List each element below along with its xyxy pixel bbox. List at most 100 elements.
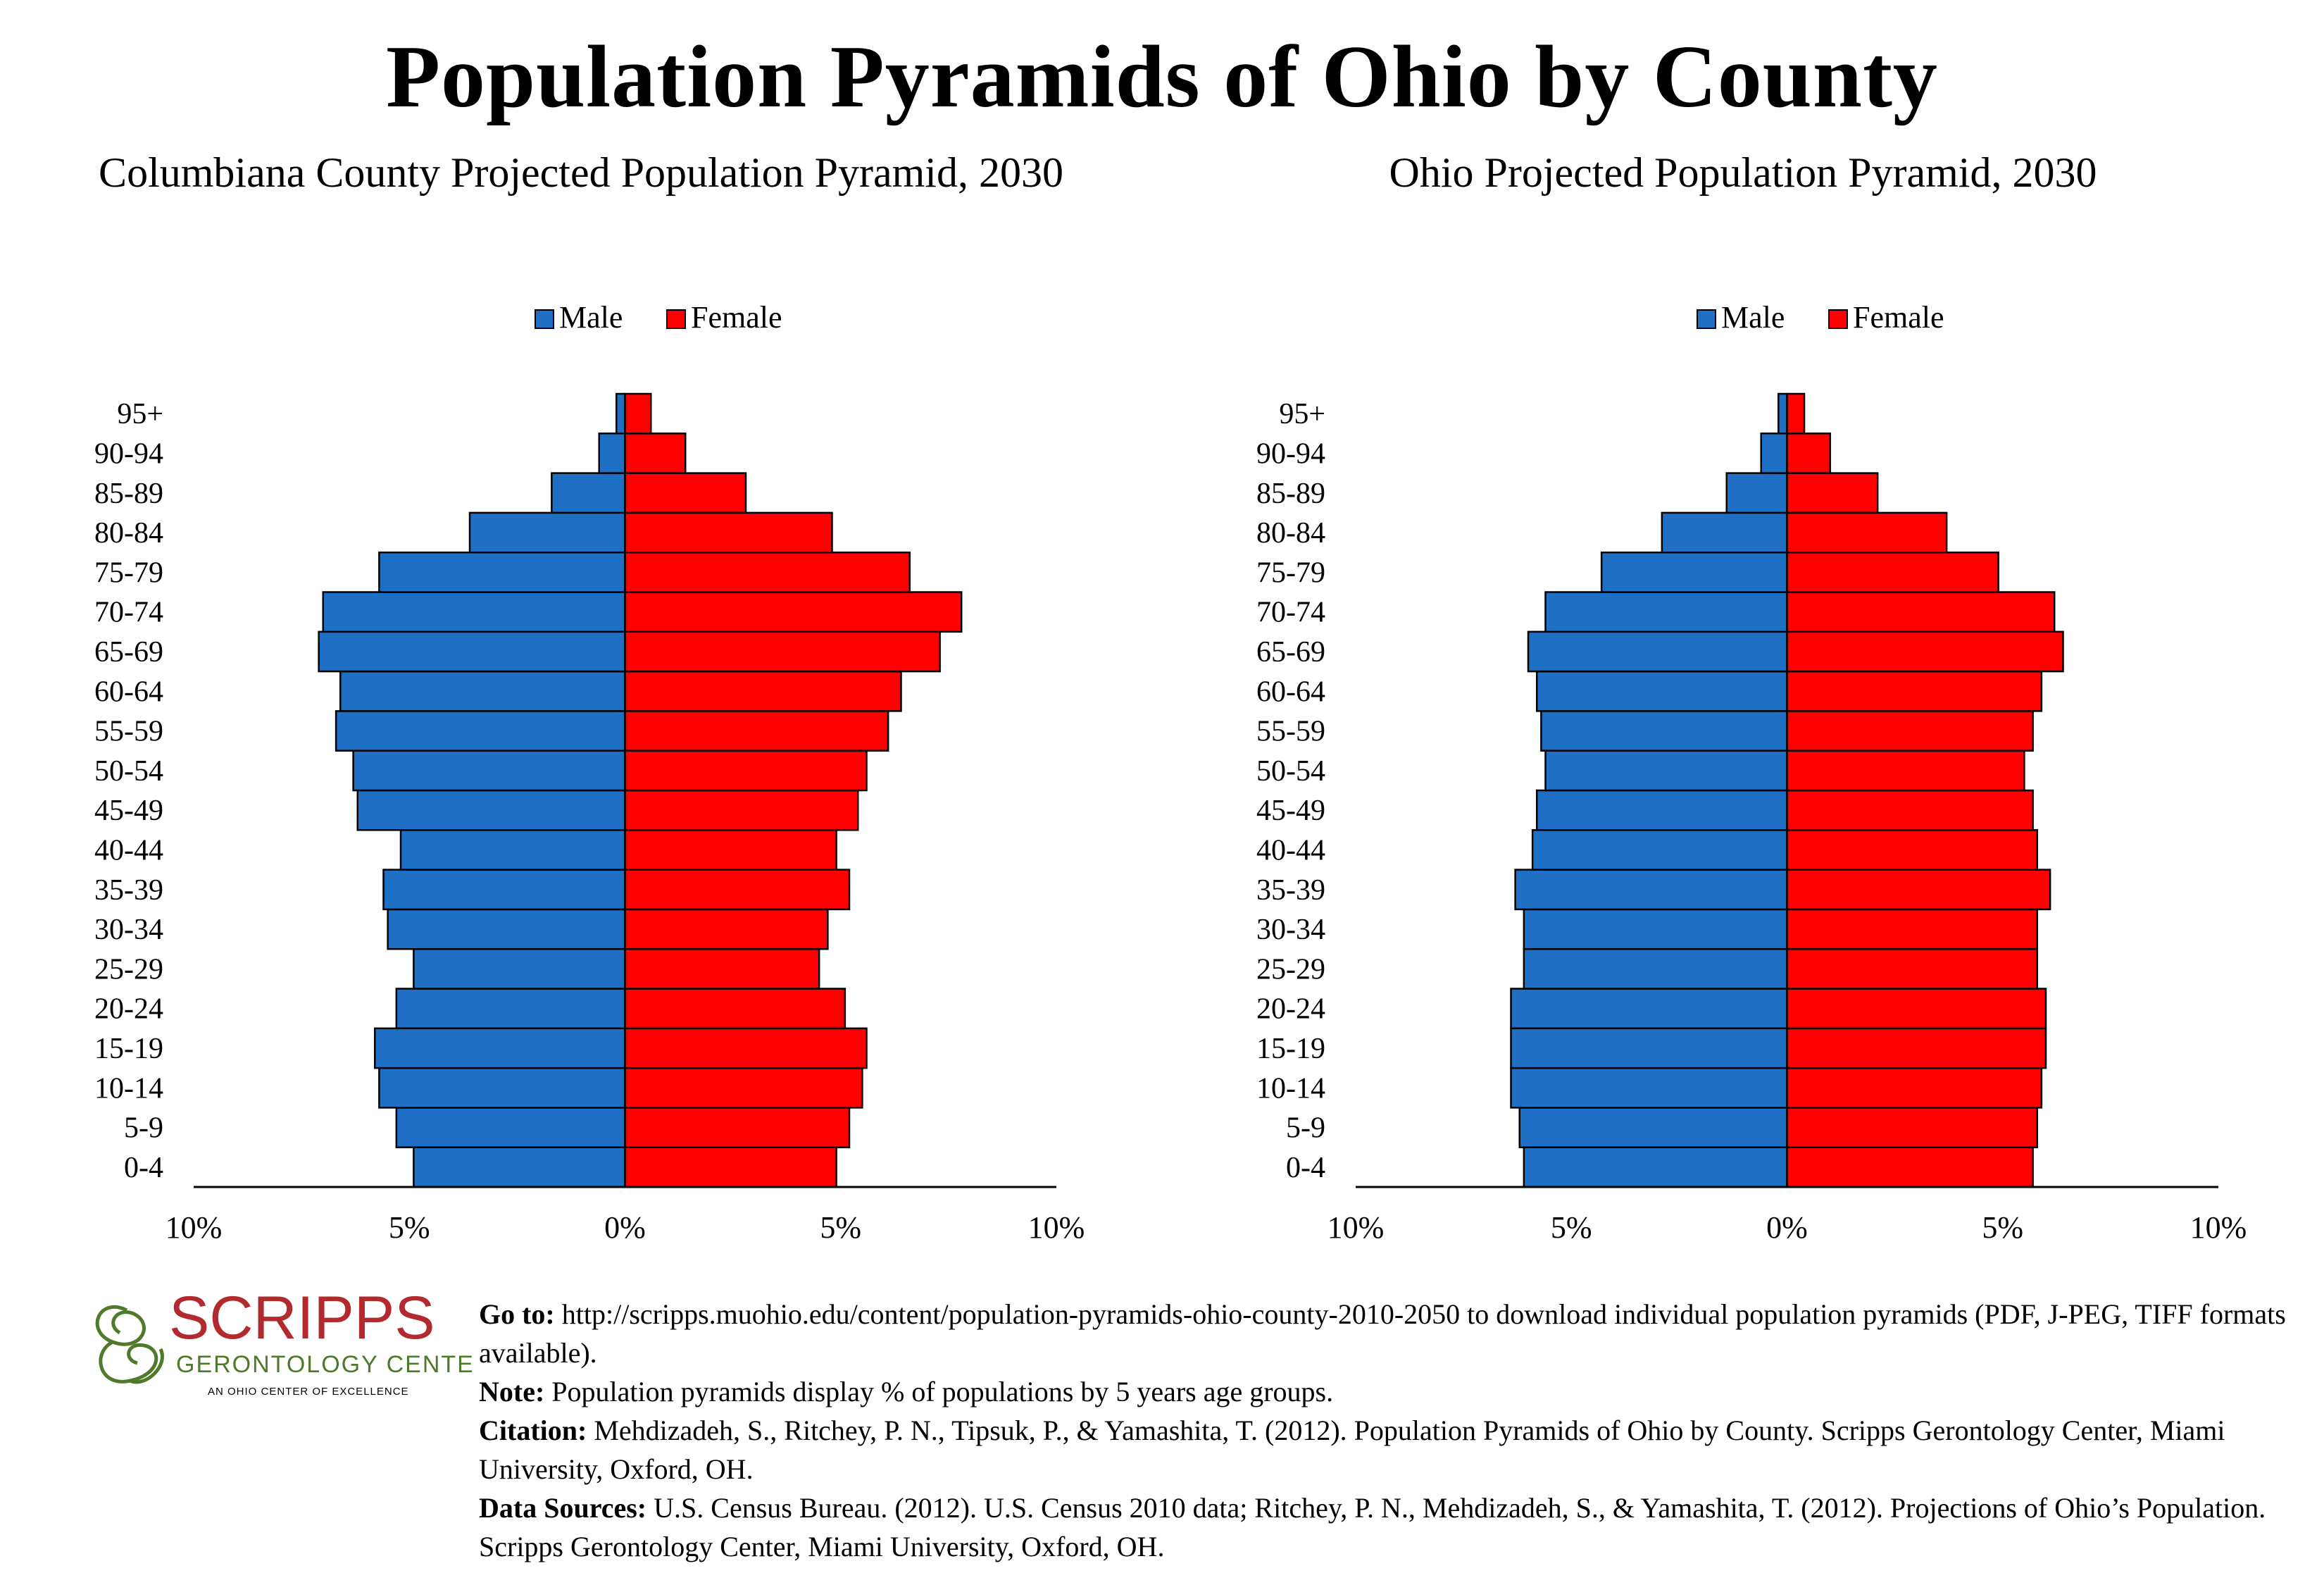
columbiana-bar-female-70-74: [624, 591, 963, 633]
columbiana-category-label-75-79: 75-79: [94, 557, 163, 589]
columbiana-category-label-5-9: 5-9: [124, 1112, 163, 1145]
columbiana-category-label-85-89: 85-89: [94, 478, 163, 510]
ohio-chart-title: Ohio Projected Population Pyramid, 2030: [1389, 149, 2097, 196]
footer-goto: Go to: http://scripps.muohio.edu/content…: [479, 1295, 2310, 1372]
scripps-logo-subtitle: GERONTOLOGY CENTER: [176, 1351, 472, 1378]
ohio-bar-male-70-74: [1544, 591, 1788, 633]
ohio-x-tick-1: 5%: [1551, 1210, 1592, 1245]
columbiana-category-label-35-39: 35-39: [94, 874, 163, 907]
ohio-bar-female-0-4: [1786, 1146, 2034, 1188]
ohio-category-label-90-94: 90-94: [1256, 437, 1325, 470]
columbiana-legend-label-male: Male: [559, 300, 623, 335]
columbiana-category-label-50-54: 50-54: [94, 755, 163, 788]
columbiana-category-label-40-44: 40-44: [94, 834, 163, 866]
ohio-legend-swatch-female: [1828, 309, 1848, 329]
columbiana-x-tick-1: 5%: [389, 1210, 430, 1245]
ohio-category-label-40-44: 40-44: [1256, 834, 1325, 866]
columbiana-legend-label-female: Female: [691, 300, 782, 335]
ohio-category-label-35-39: 35-39: [1256, 874, 1325, 907]
ohio-bar-female-60-64: [1786, 670, 2043, 712]
ohio-bar-male-45-49: [1536, 789, 1788, 831]
columbiana-bar-male-95+: [616, 392, 626, 435]
ohio-bar-female-25-29: [1786, 947, 2038, 990]
ohio-bar-female-80-84: [1786, 511, 1948, 554]
ohio-bar-female-15-19: [1786, 1027, 2047, 1069]
ohio-bar-male-50-54: [1544, 750, 1788, 792]
columbiana-bar-male-10-14: [378, 1067, 626, 1109]
ohio-bar-female-45-49: [1786, 789, 2034, 831]
ohio-bar-female-5-9: [1786, 1107, 2038, 1148]
columbiana-pyramid-chart: Columbiana County Projected Population P…: [94, 149, 1085, 1245]
scripps-logo: SCRIPPS GERONTOLOGY CENTER AN OHIO CENTE…: [95, 1284, 472, 1398]
ohio-category-label-60-64: 60-64: [1256, 676, 1325, 708]
columbiana-bar-male-5-9: [395, 1107, 626, 1148]
ohio-category-label-80-84: 80-84: [1256, 517, 1325, 549]
columbiana-bar-male-80-84: [468, 511, 626, 554]
columbiana-bar-male-60-64: [339, 670, 626, 712]
ohio-bar-male-95+: [1778, 392, 1788, 435]
ohio-bar-female-10-14: [1786, 1067, 2043, 1109]
columbiana-category-label-30-34: 30-34: [94, 914, 163, 946]
columbiana-x-tick-0: 10%: [165, 1210, 223, 1245]
footer-goto-text: http://scripps.muohio.edu/content/popula…: [479, 1298, 2286, 1369]
footer-goto-label: Go to:: [479, 1298, 555, 1330]
ohio-bar-female-20-24: [1786, 988, 2047, 1030]
ohio-bar-male-80-84: [1661, 511, 1788, 554]
ohio-bar-female-70-74: [1786, 591, 2056, 633]
columbiana-bar-female-80-84: [624, 511, 833, 554]
columbiana-bar-male-0-4: [413, 1146, 626, 1188]
columbiana-bar-male-50-54: [352, 750, 626, 792]
columbiana-bar-male-45-49: [356, 789, 626, 831]
columbiana-bar-male-25-29: [413, 947, 626, 990]
ohio-category-label-10-14: 10-14: [1256, 1072, 1325, 1105]
ohio-bar-female-55-59: [1786, 710, 2034, 752]
ohio-category-label-25-29: 25-29: [1256, 953, 1325, 986]
columbiana-category-label-65-69: 65-69: [94, 636, 163, 669]
ohio-bar-female-95+: [1786, 392, 1806, 435]
columbiana-category-label-55-59: 55-59: [94, 716, 163, 748]
ohio-legend: Male Female: [1697, 300, 1944, 335]
columbiana-category-label-90-94: 90-94: [94, 437, 163, 470]
ohio-category-label-75-79: 75-79: [1256, 557, 1325, 589]
footer-citation-text: Mehdizadeh, S., Ritchey, P. N., Tipsuk, …: [479, 1415, 2225, 1485]
footer-notes: Go to: http://scripps.muohio.edu/content…: [479, 1295, 2310, 1566]
columbiana-bar-female-50-54: [624, 750, 868, 792]
ohio-legend-label-female: Female: [1853, 300, 1944, 335]
ohio-bar-female-30-34: [1786, 908, 2038, 950]
ohio-bar-male-60-64: [1536, 670, 1788, 712]
ohio-bar-male-5-9: [1518, 1107, 1788, 1148]
columbiana-bar-female-5-9: [624, 1107, 851, 1148]
columbiana-bar-male-20-24: [395, 988, 626, 1030]
scripps-swirl-icon: [95, 1305, 164, 1384]
ohio-category-label-5-9: 5-9: [1286, 1112, 1325, 1145]
columbiana-x-tick-2: 0%: [604, 1210, 646, 1245]
scripps-logo-name: SCRIPPS: [169, 1284, 435, 1352]
ohio-x-tick-3: 5%: [1982, 1210, 2023, 1245]
columbiana-category-label-25-29: 25-29: [94, 953, 163, 986]
columbiana-category-label-10-14: 10-14: [94, 1072, 163, 1105]
columbiana-x-tick-3: 5%: [820, 1210, 861, 1245]
ohio-category-label-85-89: 85-89: [1256, 478, 1325, 510]
columbiana-bar-female-25-29: [624, 947, 820, 990]
columbiana-category-label-20-24: 20-24: [94, 993, 163, 1026]
footer-citation-label: Citation:: [479, 1415, 587, 1446]
ohio-category-label-45-49: 45-49: [1256, 795, 1325, 827]
footer-sources: Data Sources: U.S. Census Bureau. (2012)…: [479, 1488, 2310, 1566]
footer-note-text: Population pyramids display % of populat…: [544, 1376, 1334, 1407]
ohio-x-tick-2: 0%: [1766, 1210, 1808, 1245]
columbiana-bar-female-30-34: [624, 908, 829, 950]
columbiana-bar-female-10-14: [624, 1067, 863, 1109]
ohio-legend-label-male: Male: [1721, 300, 1785, 335]
footer-sources-text: U.S. Census Bureau. (2012). U.S. Census …: [479, 1492, 2266, 1562]
ohio-bar-female-75-79: [1786, 551, 1999, 593]
ohio-bar-male-40-44: [1531, 829, 1788, 871]
columbiana-bar-male-40-44: [399, 829, 626, 871]
columbiana-category-label-80-84: 80-84: [94, 517, 163, 549]
columbiana-bar-female-95+: [624, 392, 652, 435]
columbiana-bar-male-35-39: [382, 869, 626, 911]
ohio-category-label-0-4: 0-4: [1286, 1152, 1325, 1184]
ohio-bar-male-20-24: [1510, 988, 1788, 1030]
columbiana-bar-female-15-19: [624, 1027, 868, 1069]
columbiana-bar-male-75-79: [378, 551, 626, 593]
columbiana-bar-male-85-89: [551, 472, 626, 514]
